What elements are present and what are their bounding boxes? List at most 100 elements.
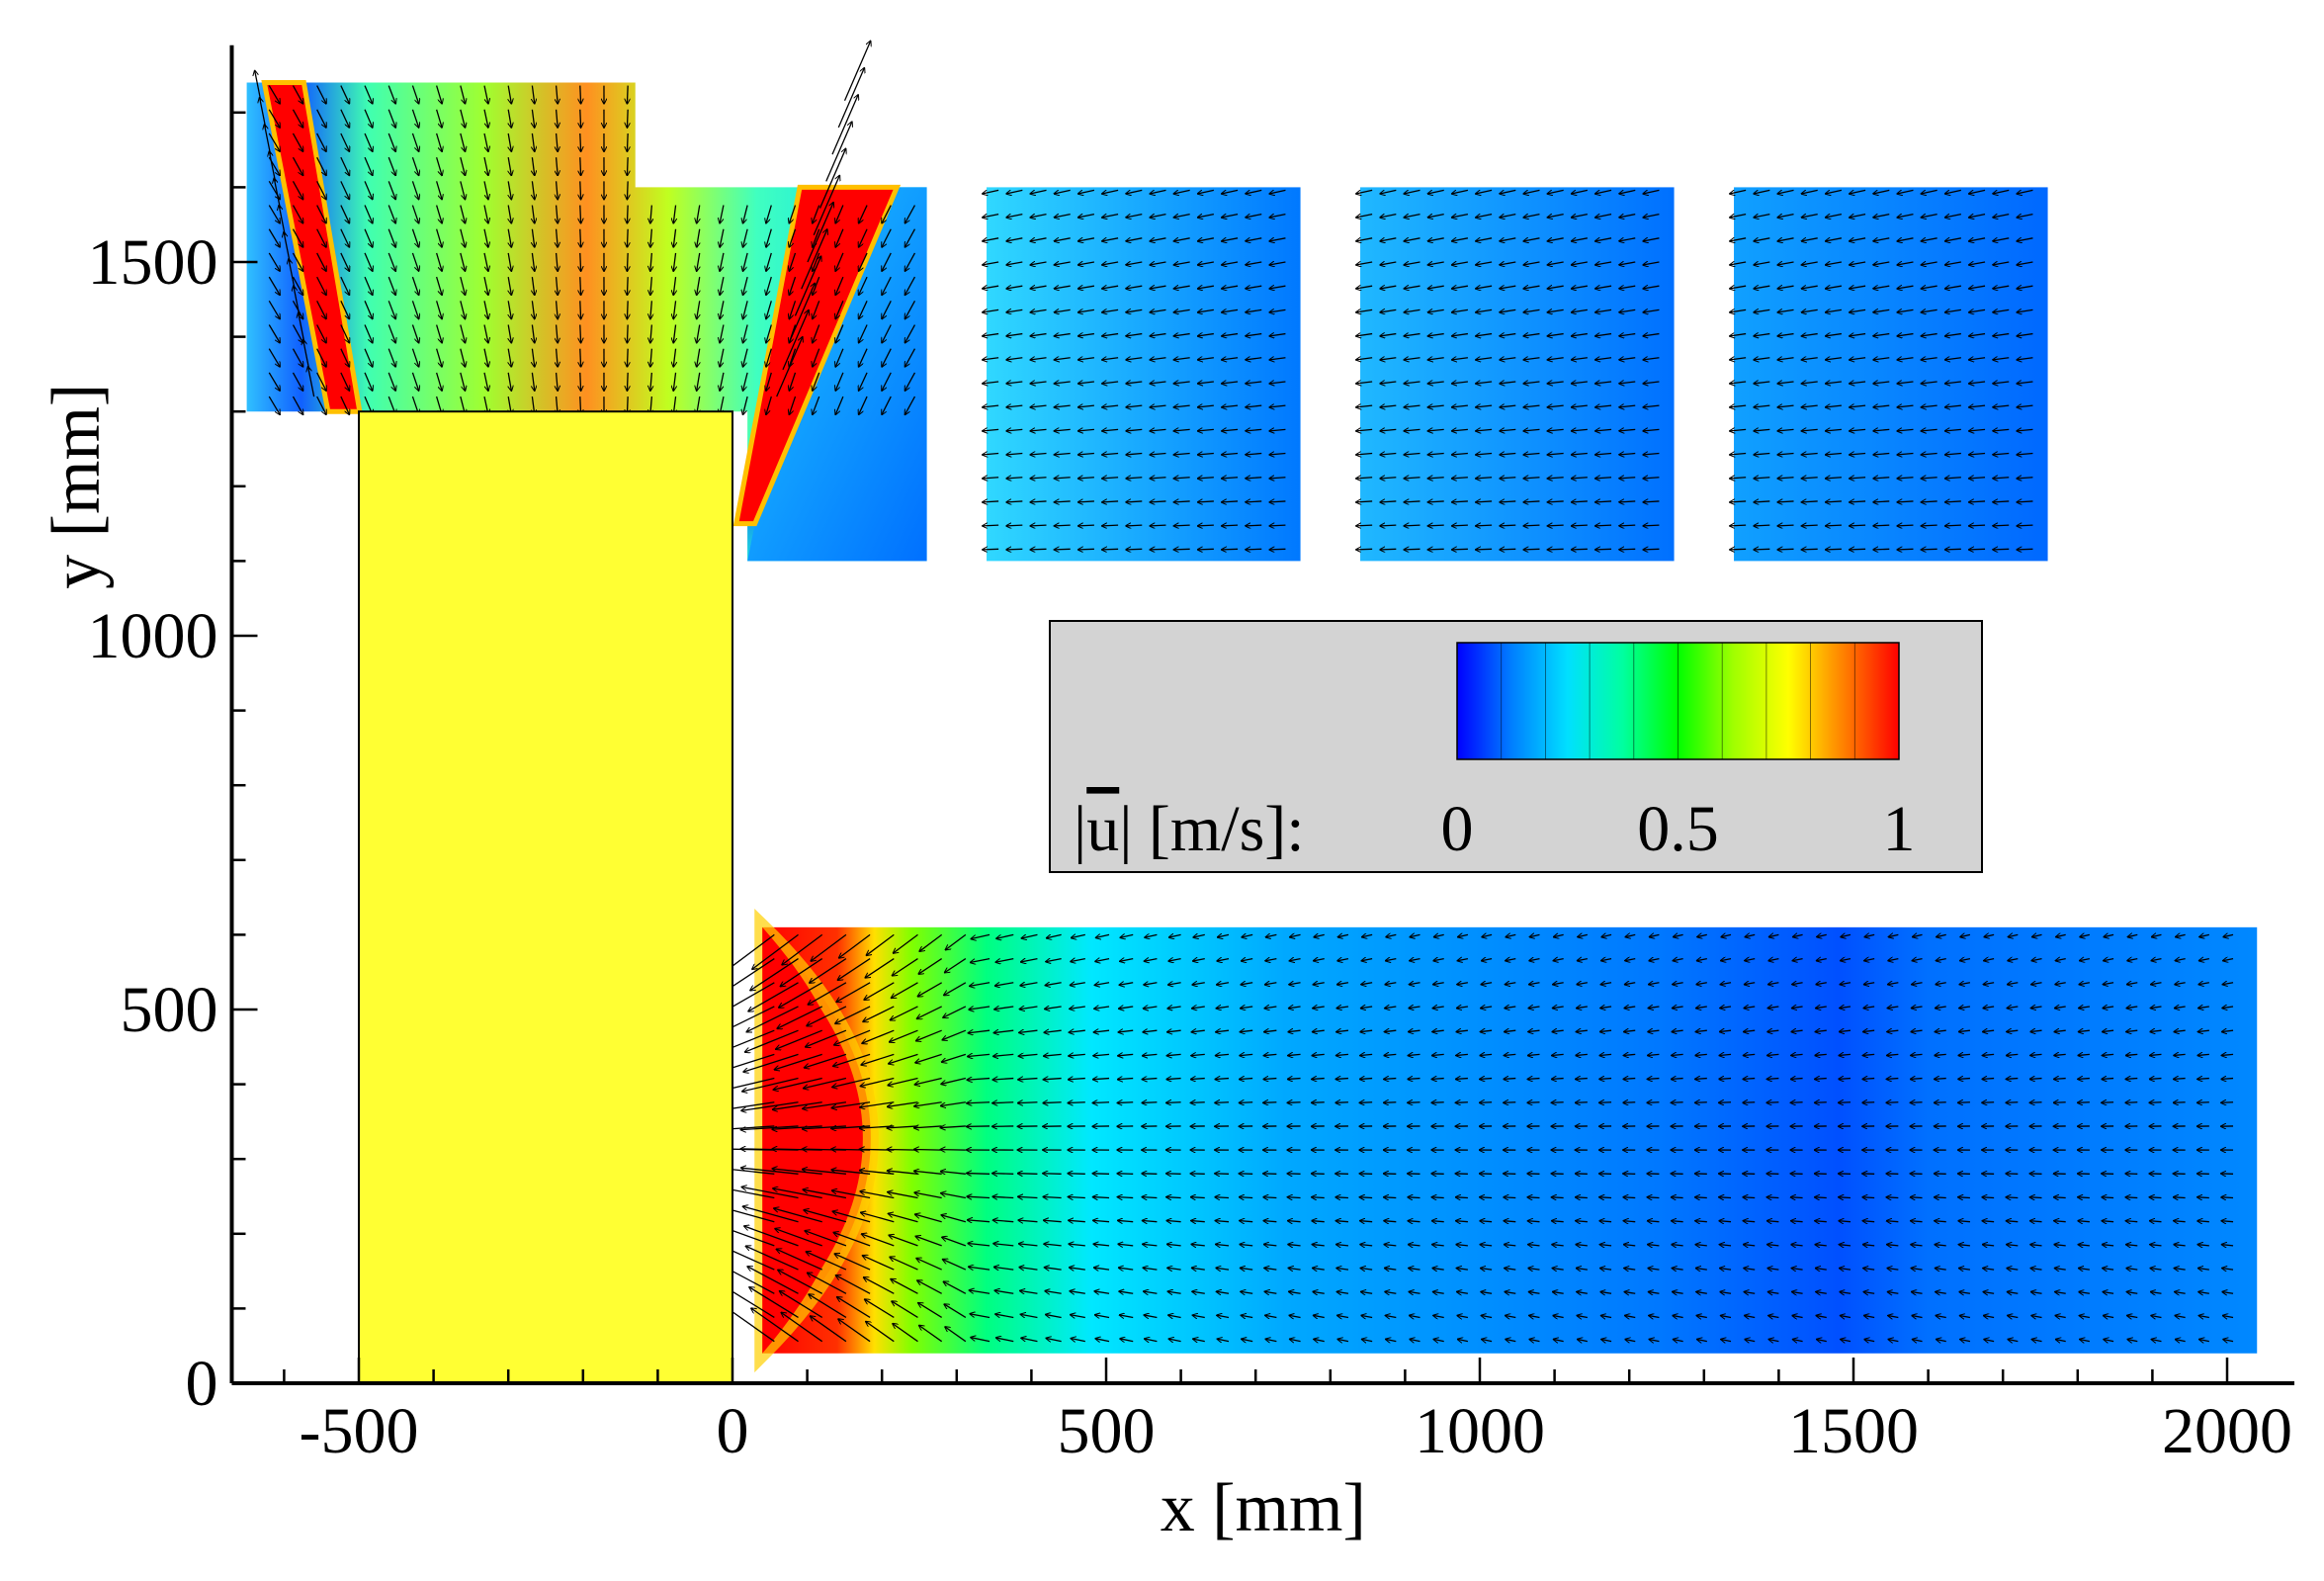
vector-arrow — [1476, 525, 1493, 526]
vector-arrow — [1500, 382, 1516, 384]
vector-arrow — [1922, 501, 1937, 502]
vector-arrow — [1672, 1197, 1683, 1198]
vector-arrow — [627, 348, 628, 367]
vector-arrow — [1778, 215, 1794, 218]
vector-arrow — [1778, 501, 1794, 502]
vector-arrow — [1625, 1340, 1636, 1342]
vector-arrow — [1476, 358, 1493, 360]
vector-arrow — [1767, 1197, 1779, 1198]
vector-arrow — [1554, 1340, 1564, 1342]
vector-arrow — [1078, 238, 1095, 241]
vector-arrow — [1031, 525, 1047, 526]
vector-arrow — [1174, 189, 1190, 193]
vector-arrow — [1031, 454, 1047, 455]
vector-arrow — [1476, 334, 1493, 336]
vector-arrow — [580, 372, 581, 391]
vector-arrow — [1246, 358, 1262, 360]
vector-arrow — [2127, 1340, 2138, 1342]
vector-arrow — [1360, 1197, 1373, 1198]
vector-arrow — [1969, 429, 1986, 431]
x-tick-label: -500 — [300, 1395, 419, 1467]
vector-arrow — [1982, 1102, 1995, 1103]
vector-arrow — [1850, 215, 1866, 218]
vector-arrow — [1595, 334, 1612, 336]
vector-arrow — [1945, 525, 1961, 526]
vector-arrow — [1767, 1102, 1779, 1103]
vector-arrow — [1969, 525, 1986, 526]
vector-arrow — [1935, 1102, 1946, 1103]
vector-arrow — [1817, 1340, 1827, 1342]
vector-arrow — [1174, 478, 1190, 479]
vector-arrow — [1480, 1079, 1493, 1080]
colorbar-variable-label: |u| [m/s]: — [1074, 793, 1305, 865]
vector-arrow — [1922, 215, 1937, 218]
vector-arrow — [1500, 309, 1516, 312]
vector-arrow — [1523, 189, 1540, 193]
vector-arrow — [1873, 454, 1890, 455]
vector-arrow — [1456, 1102, 1468, 1103]
vector-arrow — [1150, 262, 1166, 265]
vector-arrow — [2174, 1102, 2186, 1103]
right-jet-side-field — [747, 187, 927, 562]
vector-arrow — [1102, 215, 1119, 218]
vector-arrow — [2174, 1079, 2186, 1080]
vector-arrow — [2223, 1340, 2234, 1342]
vector-arrow — [1619, 478, 1636, 479]
vector-arrow — [1222, 334, 1239, 336]
vector-arrow — [1476, 189, 1493, 193]
vector-arrow — [1055, 525, 1071, 526]
vector-arrow — [1222, 358, 1239, 360]
vector-arrow — [1548, 309, 1564, 312]
vector-arrow — [1791, 1079, 1803, 1080]
vector-arrow — [1595, 238, 1612, 241]
vector-arrow — [1269, 309, 1286, 312]
vector-arrow — [1643, 262, 1660, 265]
vector-arrow — [1719, 1102, 1732, 1103]
vector-arrow — [1552, 1197, 1564, 1198]
vector-arrow — [1142, 1197, 1158, 1198]
vector-arrow — [1754, 309, 1770, 312]
vector-arrow — [1246, 215, 1262, 218]
vector-arrow — [1006, 238, 1023, 241]
vector-arrow — [1072, 1339, 1085, 1342]
vector-arrow — [1993, 429, 2010, 431]
vector-arrow — [1922, 405, 1937, 407]
vector-arrow — [1572, 238, 1588, 241]
vector-arrow — [1572, 262, 1588, 265]
vector-arrow — [1935, 1197, 1946, 1198]
vector-arrow — [914, 1150, 942, 1151]
vector-arrow — [1006, 525, 1023, 526]
vector-arrow — [1102, 549, 1119, 550]
vector-arrow — [1802, 215, 1818, 218]
vector-arrow — [1578, 1340, 1588, 1342]
vector-arrow — [1452, 238, 1469, 241]
vector-arrow — [1269, 334, 1286, 336]
vector-arrow — [1031, 215, 1047, 218]
vector-arrow — [1601, 1340, 1612, 1342]
vector-arrow — [1055, 382, 1071, 384]
vector-arrow — [1969, 286, 1986, 289]
vector-arrow — [1380, 501, 1397, 502]
vector-arrow — [2176, 1340, 2186, 1342]
vector-arrow — [1643, 309, 1660, 312]
vector-arrow — [1802, 358, 1818, 360]
vector-arrow — [1102, 454, 1119, 455]
vector-arrow — [1102, 478, 1119, 479]
vector-arrow — [627, 277, 628, 295]
vector-arrow — [1356, 405, 1373, 407]
vector-arrow — [1169, 1339, 1181, 1342]
vector-arrow — [1222, 286, 1239, 289]
vector-arrow — [1500, 215, 1516, 218]
vector-arrow — [1405, 405, 1420, 407]
vector-arrow — [1102, 309, 1119, 312]
vector-arrow — [1643, 525, 1660, 526]
vector-arrow — [1174, 334, 1190, 336]
vector-arrow — [2017, 525, 2033, 526]
vector-arrow — [1126, 478, 1143, 479]
vector-arrow — [1240, 1102, 1253, 1103]
vector-arrow — [1695, 1079, 1707, 1080]
vector-arrow — [1452, 358, 1468, 360]
vector-arrow — [1897, 429, 1914, 431]
vector-arrow — [1572, 358, 1588, 360]
vector-arrow — [1055, 405, 1071, 407]
